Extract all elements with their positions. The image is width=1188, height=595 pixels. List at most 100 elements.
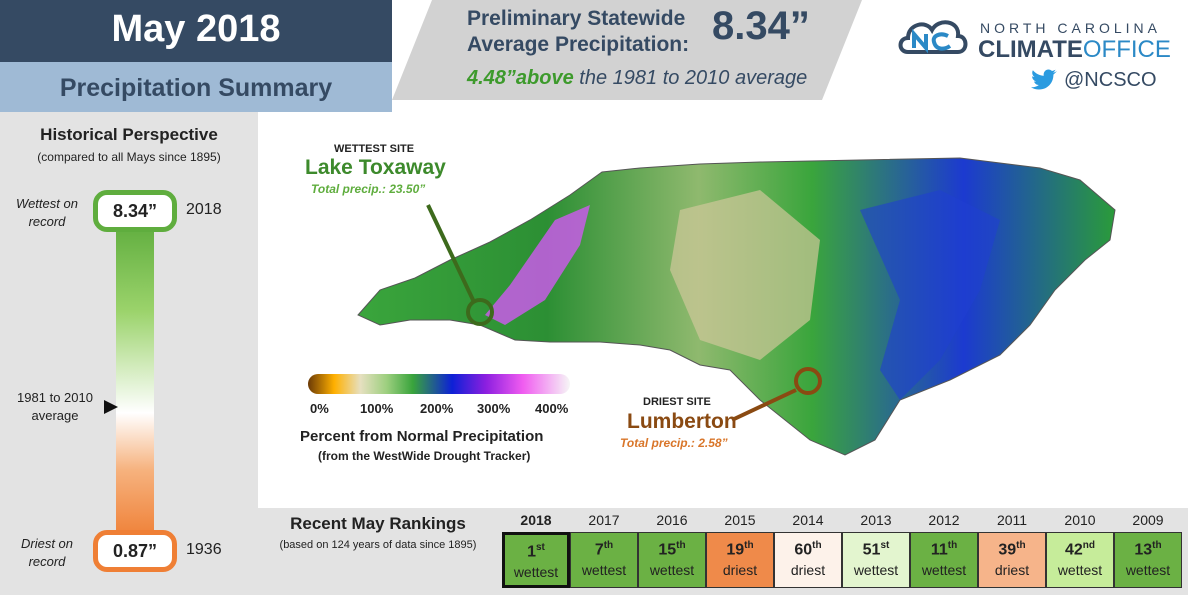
wettest-leader-line <box>426 204 476 303</box>
cloud-nc-icon <box>898 20 968 54</box>
departure-value: 4.48”above <box>467 67 574 89</box>
ranking-suffix: th <box>676 540 686 551</box>
wettest-purple-band <box>485 205 590 325</box>
driest-value-badge: 0.87” <box>93 530 177 572</box>
ranking-suffix: nd <box>1082 540 1095 551</box>
logo-top-text: NORTH CAROLINA <box>980 20 1161 36</box>
title-banner: May 2018 <box>0 0 392 62</box>
logo-bottom-text: CLIMATEOFFICE <box>978 36 1171 64</box>
driest-leader-line <box>731 388 797 422</box>
ranking-cell: 19th driest <box>706 532 774 588</box>
ranking-suffix: th <box>744 540 754 551</box>
page-subtitle: Precipitation Summary <box>59 74 333 102</box>
average-label-line2: average <box>31 408 79 423</box>
driest-label-line2: record <box>28 554 66 569</box>
ranking-cell: 1st wettest <box>502 532 570 588</box>
logo-climate: CLIMATE <box>978 36 1083 63</box>
historical-title: Historical Perspective <box>40 125 218 144</box>
driest-year: 1936 <box>186 541 222 558</box>
ranking-number: 11th <box>930 540 958 559</box>
ranking-suffix: th <box>1152 540 1162 551</box>
legend-subtitle: (from the WestWide Drought Tracker) <box>318 449 531 463</box>
ranking-cell: 39th driest <box>978 532 1046 588</box>
ranking-number: 42nd <box>1064 540 1095 559</box>
ranking-type: wettest <box>513 564 559 581</box>
statewide-label-line1: Preliminary Statewide <box>467 7 686 30</box>
legend-tick: 100% <box>360 401 394 416</box>
precip-legend-bar <box>308 374 570 394</box>
ranking-number: 19th <box>726 540 754 559</box>
ranking-year: 2017 <box>588 512 620 528</box>
ranking-suffix: th <box>603 540 614 551</box>
ranking-cell: 11th wettest <box>910 532 978 588</box>
ranking-type: wettest <box>649 562 695 579</box>
ranking-type: driest <box>994 562 1030 579</box>
ranking-number: 1st <box>527 542 545 561</box>
driest-site-marker <box>794 367 822 395</box>
ranking-year: 2012 <box>928 512 960 528</box>
ranking-type: driest <box>790 562 826 579</box>
driest-site-total: Total precip.: 2.58” <box>620 436 728 450</box>
ranking-suffix: th <box>1016 540 1026 551</box>
ranking-cell: 13th wettest <box>1114 532 1182 588</box>
legend-tick: 400% <box>535 401 569 416</box>
ranking-year: 2009 <box>1132 512 1164 528</box>
wettest-site-name: Lake Toxaway <box>305 156 446 179</box>
ranking-type: wettest <box>921 562 967 579</box>
average-label: 1981 to 2010 average <box>6 389 104 425</box>
driest-site-name: Lumberton <box>627 410 737 433</box>
statewide-label: Preliminary Statewide Average Precipitat… <box>467 6 689 58</box>
ranking-type: wettest <box>1125 562 1171 579</box>
ranking-number: 15th <box>658 540 686 559</box>
subtitle-banner: Precipitation Summary <box>0 62 392 112</box>
nc-precip-map <box>357 157 1116 456</box>
ranking-number: 13th <box>1134 540 1162 559</box>
ranking-year: 2015 <box>724 512 756 528</box>
ranking-type: driest <box>722 562 758 579</box>
wettest-site-total: Total precip.: 23.50” <box>311 182 426 196</box>
departure-line: 4.48”above the 1981 to 2010 average <box>467 67 807 90</box>
average-label-line1: 1981 to 2010 <box>17 390 93 405</box>
ranking-type: wettest <box>581 562 627 579</box>
ranking-number: 7th <box>594 540 614 559</box>
ranking-suffix: st <box>880 540 890 551</box>
historical-subtitle: (compared to all Mays since 1895) <box>37 150 221 164</box>
wettest-record-label: Wettest on record <box>6 195 88 231</box>
statewide-banner-shape <box>392 0 862 100</box>
twitter-handle-link[interactable]: @NCSCO <box>1030 68 1160 94</box>
ranking-cell: 7th wettest <box>570 532 638 588</box>
statewide-banner <box>392 0 862 100</box>
ranking-type: wettest <box>1057 562 1103 579</box>
wettest-label-line2: record <box>28 214 66 229</box>
driest-record-label: Driest on record <box>6 535 88 571</box>
driest-label-line1: Driest on <box>20 536 74 551</box>
ranking-cell: 42nd wettest <box>1046 532 1114 588</box>
legend-tick: 300% <box>477 401 511 416</box>
ranking-year: 2013 <box>860 512 892 528</box>
wettest-label-line1: Wettest on <box>16 196 78 211</box>
ranking-number: 39th <box>998 540 1026 559</box>
historical-gradient-bar <box>116 222 154 540</box>
ranking-suffix: st <box>536 542 545 553</box>
east-blue-region <box>860 190 1000 400</box>
legend-title: Percent from Normal Precipitation <box>300 428 544 445</box>
ranking-cell: 15th wettest <box>638 532 706 588</box>
legend-tick: 0% <box>310 401 329 416</box>
logo-office: OFFICE <box>1082 36 1171 63</box>
ranking-type: wettest <box>853 562 899 579</box>
ranking-number: 60th <box>794 540 822 559</box>
wettest-year: 2018 <box>186 201 222 218</box>
page-title: May 2018 <box>111 8 281 50</box>
ranking-year: 2018 <box>520 512 552 528</box>
ranking-number: 51st <box>862 540 890 559</box>
average-marker-arrow <box>104 400 118 414</box>
rankings-title: Recent May Rankings <box>290 514 466 533</box>
ranking-suffix: th <box>947 540 958 551</box>
rankings-subtitle: (based on 124 years of data since 1895) <box>279 539 477 551</box>
statewide-value: 8.34” <box>712 4 810 48</box>
wettest-site-tag: WETTEST SITE <box>334 143 415 155</box>
driest-site-tag: DRIEST SITE <box>643 396 711 408</box>
ranking-year: 2016 <box>656 512 688 528</box>
nc-climate-office-logo: NORTH CAROLINA CLIMATEOFFICE <box>896 8 1171 63</box>
wettest-site-marker <box>466 298 494 326</box>
